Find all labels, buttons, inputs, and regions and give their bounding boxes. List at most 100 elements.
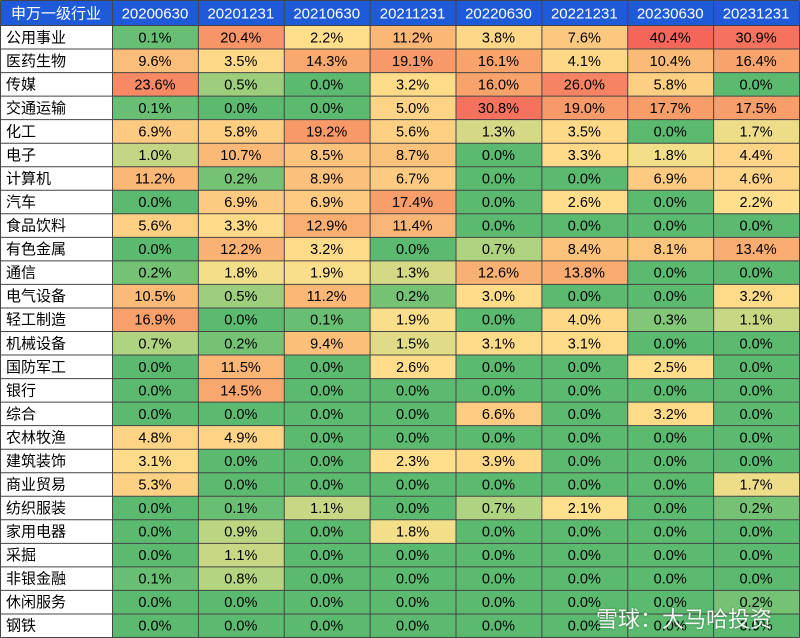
heatmap-cell <box>370 143 456 167</box>
heatmap-cell <box>713 237 800 261</box>
cell-value: 0.0% <box>568 619 601 635</box>
heatmap-cell <box>198 590 285 614</box>
cell-value: 1.0% <box>138 148 171 164</box>
heatmap-cell <box>112 260 199 285</box>
cell-value: 0.0% <box>568 219 601 235</box>
heatmap-cell <box>370 472 456 497</box>
row-label: 农林牧渔 <box>6 429 66 446</box>
cell-value: 0.0% <box>310 101 343 117</box>
cell-value: 30.9% <box>736 30 777 46</box>
row-label: 医药生物 <box>6 53 66 70</box>
heatmap-cell <box>456 472 542 497</box>
heatmap-cell <box>456 49 542 73</box>
heatmap-cell <box>713 331 800 356</box>
heatmap-cell <box>456 143 542 167</box>
row-label-cell <box>0 590 113 614</box>
heatmap-cell <box>112 213 199 238</box>
cell-value: 4.1% <box>568 54 601 70</box>
cell-value: 0.0% <box>310 407 343 423</box>
cell-value: 0.0% <box>654 572 687 588</box>
heatmap-cell <box>370 25 456 50</box>
heatmap-cell <box>541 472 628 497</box>
heatmap-cell <box>541 284 628 308</box>
heatmap-cell <box>713 519 800 544</box>
heatmap-cell <box>284 496 371 520</box>
heatmap-cell <box>112 566 199 591</box>
cell-value: 0.0% <box>568 289 601 305</box>
heatmap-cell <box>627 566 714 591</box>
cell-value: 6.9% <box>310 195 343 211</box>
cell-value: 1.1% <box>310 501 343 517</box>
cell-value: 5.8% <box>224 124 257 140</box>
heatmap-cell <box>541 96 628 120</box>
heatmap-cell <box>284 307 371 332</box>
cell-value: 5.3% <box>138 478 171 494</box>
row-label-cell <box>0 119 113 144</box>
heatmap-cell <box>541 496 628 520</box>
heatmap-cell <box>456 284 542 308</box>
cell-value: 8.4% <box>568 242 601 258</box>
cell-value: 3.2% <box>310 242 343 258</box>
cell-value: 4.9% <box>224 430 257 446</box>
cell-value: 6.9% <box>138 124 171 140</box>
heatmap-cell <box>198 355 285 379</box>
heatmap-cell <box>198 96 285 120</box>
cell-value: 0.0% <box>396 430 429 446</box>
cell-value: 4.6% <box>740 172 773 188</box>
heatmap-cell <box>284 284 371 308</box>
heatmap-cell <box>456 331 542 356</box>
heatmap-cell <box>284 143 371 167</box>
heatmap-cell <box>112 331 199 356</box>
heatmap-cell <box>627 166 714 191</box>
heatmap-cell <box>198 237 285 261</box>
row-label-cell <box>0 519 113 544</box>
row-label-cell <box>0 543 113 567</box>
cell-value: 0.0% <box>740 525 773 541</box>
heatmap-cell <box>112 613 199 638</box>
heatmap-cell <box>370 496 456 520</box>
cell-value: 0.0% <box>482 172 515 188</box>
heatmap-cell <box>627 284 714 308</box>
row-label-cell <box>0 307 113 332</box>
heatmap-cell <box>541 49 628 73</box>
cell-value: 14.3% <box>306 54 347 70</box>
cell-value: 3.9% <box>482 454 515 470</box>
heatmap-cell <box>370 590 456 614</box>
column-header: 20220630 <box>465 6 532 23</box>
heatmap-cell <box>541 331 628 356</box>
heatmap-cell <box>198 378 285 403</box>
heatmap-cell <box>284 166 371 191</box>
heatmap-cell <box>627 472 714 497</box>
cell-value: 0.5% <box>224 77 257 93</box>
cell-value: 0.0% <box>654 454 687 470</box>
cell-value: 2.2% <box>310 30 343 46</box>
cell-value: 14.5% <box>220 383 261 399</box>
cell-value: 0.0% <box>568 172 601 188</box>
heatmap-cell <box>198 72 285 97</box>
heatmap-cell <box>112 519 199 544</box>
cell-value: 9.4% <box>310 336 343 352</box>
cell-value: 0.0% <box>654 548 687 564</box>
heatmap-cell <box>541 213 628 238</box>
cell-value: 5.6% <box>396 124 429 140</box>
cell-value: 0.0% <box>224 478 257 494</box>
heatmap-cell <box>112 237 199 261</box>
cell-value: 3.2% <box>396 77 429 93</box>
cell-value: 0.0% <box>654 289 687 305</box>
cell-value: 16.0% <box>478 77 519 93</box>
heatmap-cell <box>284 237 371 261</box>
cell-value: 3.1% <box>138 454 171 470</box>
heatmap-cell <box>713 402 800 426</box>
heatmap-cell <box>112 378 199 403</box>
heatmap-cell <box>713 143 800 167</box>
cell-value: 0.0% <box>654 266 687 282</box>
row-label-cell <box>0 613 113 638</box>
heatmap-cell <box>713 543 800 567</box>
heatmap-cell <box>198 25 285 50</box>
heatmap-cell <box>198 143 285 167</box>
row-label: 化工 <box>6 123 36 140</box>
row-label: 家用电器 <box>6 524 66 541</box>
heatmap-cell <box>284 402 371 426</box>
cell-value: 0.0% <box>740 219 773 235</box>
heatmap-cell <box>456 355 542 379</box>
